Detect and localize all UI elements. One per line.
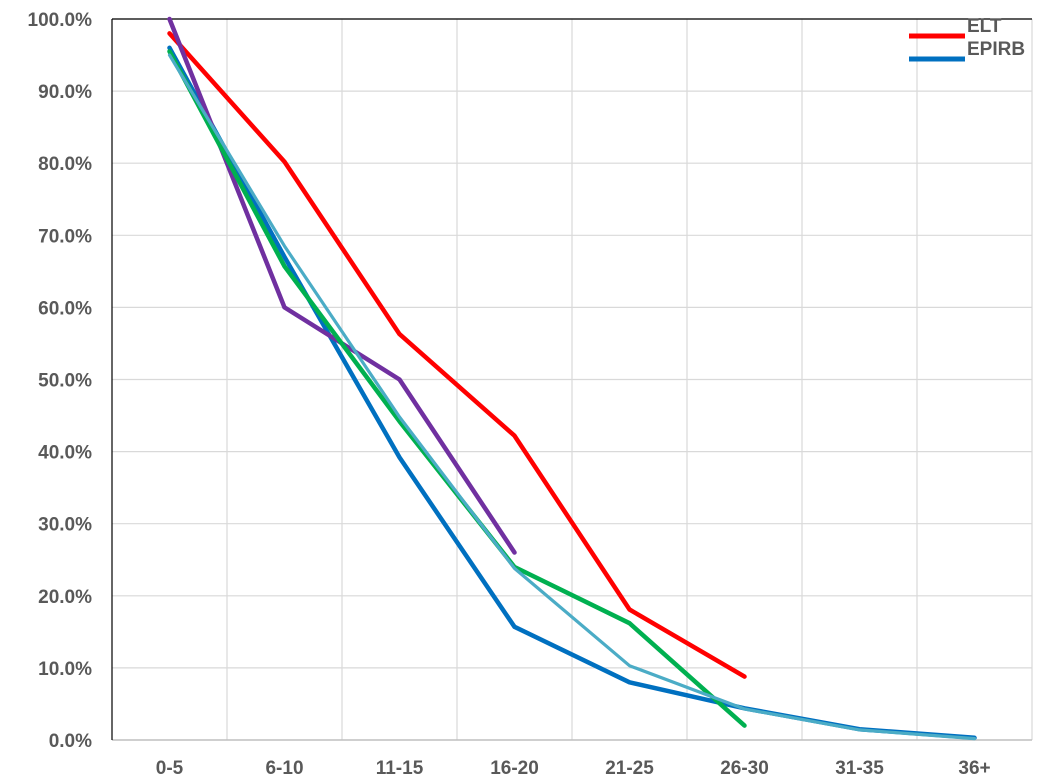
x-tick-label: 31-35 <box>835 758 884 779</box>
axes <box>111 18 1032 741</box>
x-tick-label: 16-20 <box>490 758 539 779</box>
y-tick-label: 90.0% <box>38 82 92 103</box>
y-tick-label: 20.0% <box>38 587 92 608</box>
legend-label: EPIRB <box>967 39 1025 60</box>
x-tick-labels: 0-5 6-10 11-15 16-20 21-25 26-30 31-35 36+ <box>156 758 991 779</box>
x-tick-label: 11-15 <box>376 758 424 779</box>
y-tick-label: 30.0% <box>38 515 92 536</box>
y-tick-labels: 0.0% 10.0% 20.0% 30.0% 40.0% 50.0% 60.0% 70.0% 8… <box>28 10 93 752</box>
legend-label: ELT <box>967 16 1002 37</box>
y-tick-label: 60.0% <box>38 298 92 319</box>
gridlines <box>112 18 1033 740</box>
y-tick-label: 80.0% <box>38 154 92 175</box>
x-tick-label: 6-10 <box>265 758 303 779</box>
x-tick-label: 26-30 <box>720 758 769 779</box>
y-tick-label: 10.0% <box>38 659 92 680</box>
y-tick-label: 70.0% <box>38 226 92 247</box>
y-tick-label: 100.0% <box>28 10 93 31</box>
series-line-elt <box>167 31 747 679</box>
series-line <box>167 53 977 741</box>
y-tick-label: 40.0% <box>38 443 92 464</box>
y-tick-label: 0.0% <box>49 731 92 752</box>
x-tick-label: 36+ <box>958 758 990 779</box>
x-tick-label: 21-25 <box>605 758 654 779</box>
x-tick-label: 0-5 <box>156 758 184 779</box>
series-lines <box>167 16 977 741</box>
y-tick-label: 50.0% <box>38 371 92 392</box>
